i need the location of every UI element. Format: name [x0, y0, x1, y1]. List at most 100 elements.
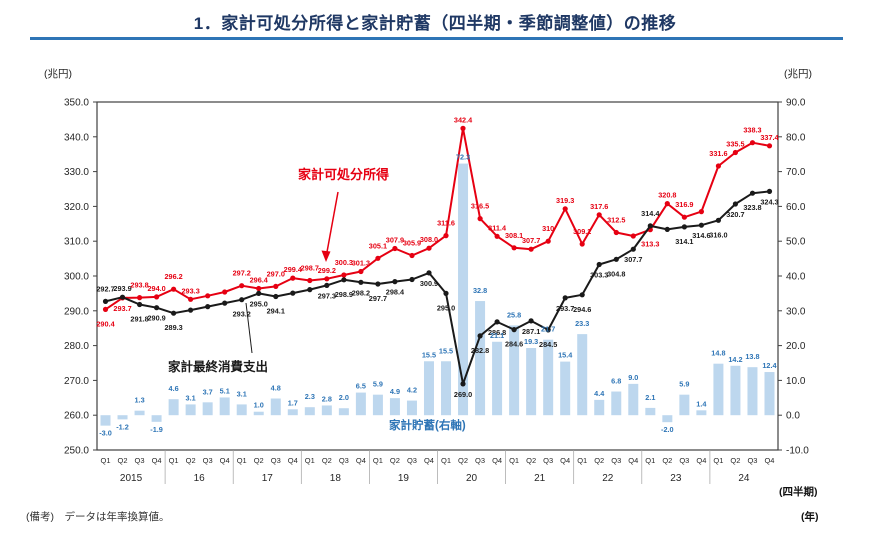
income-point [102, 306, 109, 312]
income-annotation-arrowhead [321, 250, 331, 262]
income-value-label: 296.4 [250, 276, 269, 285]
savings-value-label: 3.1 [237, 389, 247, 398]
income-value-label: 311.4 [488, 223, 507, 232]
savings-bar [236, 404, 247, 416]
quarter-label: Q1 [577, 456, 587, 465]
savings-value-label: -2.0 [661, 425, 674, 434]
consumption-point [596, 261, 602, 268]
savings-value-label: 5.9 [679, 380, 689, 389]
savings-bar [406, 400, 417, 416]
quarter-label: Q3 [611, 456, 621, 465]
year-label: 20 [466, 473, 478, 484]
savings-bar [202, 402, 213, 416]
income-point [290, 275, 296, 281]
income-point [307, 277, 313, 284]
right-axis-tick-label: 20.0 [786, 341, 806, 352]
savings-bar [134, 410, 145, 416]
income-point [630, 233, 636, 239]
savings-bar [696, 410, 707, 416]
income-value-label: 317.6 [590, 202, 608, 211]
income-point [596, 212, 602, 218]
income-value-label: 337.4 [760, 133, 779, 142]
income-point [273, 283, 279, 289]
consumption-point [358, 279, 364, 285]
consumption-point [205, 304, 211, 310]
income-value-label: 307.9 [386, 236, 404, 245]
consumption-value-label: 294.1 [267, 307, 285, 316]
consumption-point [102, 298, 109, 304]
quarter-label: Q2 [390, 456, 400, 465]
savings-value-label: 6.8 [611, 377, 621, 386]
consumption-point [443, 290, 449, 296]
income-value-label: 319.3 [556, 196, 574, 205]
quarter-label: Q1 [305, 456, 315, 465]
consumption-point [664, 226, 670, 232]
income-point [494, 233, 500, 239]
income-value-label: 300.3 [335, 258, 353, 267]
quarter-label: Q3 [135, 456, 145, 465]
quarter-label: Q2 [322, 456, 332, 465]
income-point [528, 246, 534, 252]
income-value-label: 342.4 [454, 115, 473, 124]
consumption-value-label: 314.1 [675, 237, 693, 246]
income-value-label: 290.4 [96, 319, 115, 328]
savings-value-label: -1.2 [116, 422, 129, 431]
quarter-label: Q3 [475, 456, 485, 465]
left-axis-tick-label: 320.0 [64, 202, 89, 213]
consumption-point [579, 292, 585, 298]
income-value-label: 338.3 [743, 126, 761, 135]
year-label: 18 [330, 473, 342, 484]
savings-value-label: 72.3 [456, 153, 470, 162]
right-axis-tick-label: 40.0 [786, 272, 806, 283]
savings-value-label: 4.4 [594, 389, 605, 398]
income-value-label: 308.1 [505, 231, 523, 240]
quarter-label: Q4 [560, 456, 570, 465]
income-value-label: 301.3 [352, 258, 370, 267]
consumption-point [715, 217, 722, 223]
consumption-point [154, 305, 160, 311]
savings-bar [304, 407, 315, 416]
savings-bar [389, 398, 400, 416]
quarter-label: Q3 [747, 456, 757, 465]
savings-value-label: 15.5 [422, 350, 436, 359]
savings-bar [270, 398, 281, 416]
savings-value-label: 4.8 [271, 383, 281, 392]
quarter-label: Q2 [730, 456, 740, 465]
income-point [460, 125, 466, 131]
left-axis-tick-label: 280.0 [64, 341, 89, 352]
income-point [579, 241, 585, 247]
year-label: 23 [670, 473, 682, 484]
quarter-label: Q4 [356, 456, 366, 465]
income-point [766, 143, 773, 149]
consumption-point [511, 327, 517, 333]
left-axis-tick-label: 350.0 [64, 98, 89, 109]
consumption-value-label: 314.6 [692, 231, 710, 240]
savings-value-label: 2.1 [645, 393, 655, 402]
consumption-annotation-line [245, 302, 253, 354]
quarter-label: Q4 [696, 456, 706, 465]
savings-bar [747, 367, 758, 416]
income-value-label: 305.9 [403, 238, 421, 247]
right-axis-tick-label: 0.0 [786, 411, 800, 422]
consumption-value-label: 320.7 [726, 210, 744, 219]
income-value-label: 305.1 [369, 241, 387, 250]
income-value-label: 331.6 [709, 149, 727, 158]
income-point [239, 283, 245, 289]
consumption-point [545, 327, 551, 333]
income-value-label: 296.2 [164, 272, 182, 281]
savings-value-label: 15.5 [439, 346, 453, 355]
quarter-label: Q2 [526, 456, 536, 465]
consumption-line [105, 190, 770, 385]
left-axis-tick-label: 300.0 [64, 272, 89, 283]
savings-value-label: 13.8 [745, 352, 759, 361]
consumption-point [630, 246, 636, 252]
income-point [171, 286, 177, 292]
income-point [664, 201, 670, 207]
consumption-point [613, 256, 619, 262]
right-axis-tick-label: 80.0 [786, 132, 806, 143]
consumption-point [477, 333, 483, 339]
income-point [341, 272, 347, 278]
savings-bar [662, 415, 673, 423]
consumption-point [324, 282, 330, 288]
